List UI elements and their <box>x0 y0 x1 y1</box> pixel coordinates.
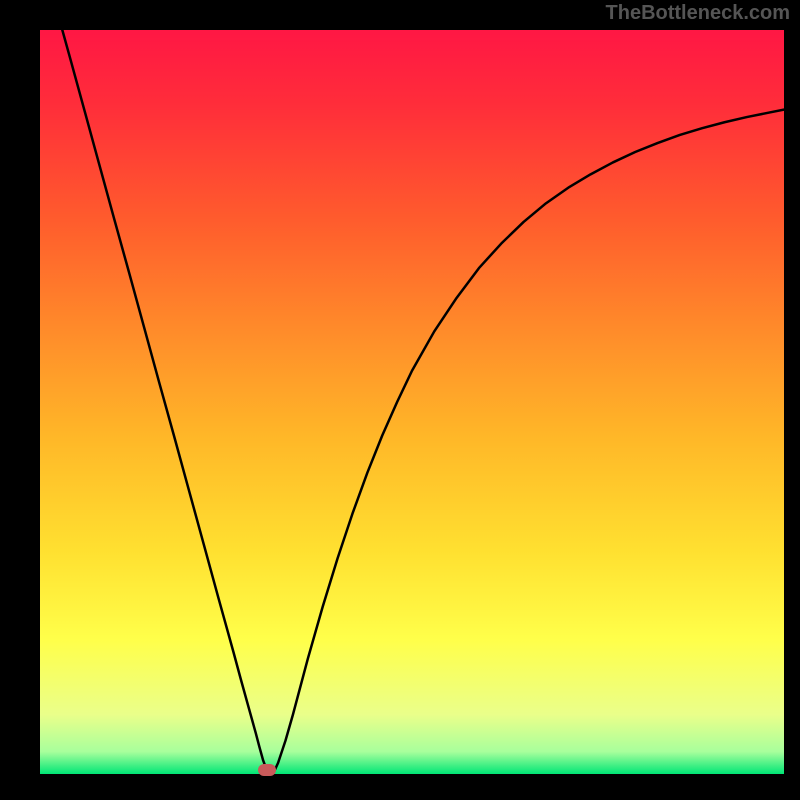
curve-layer <box>40 30 784 774</box>
optimum-marker <box>258 764 276 776</box>
watermark-text: TheBottleneck.com <box>606 2 790 25</box>
bottleneck-curve <box>62 30 784 774</box>
plot-area <box>40 30 784 774</box>
